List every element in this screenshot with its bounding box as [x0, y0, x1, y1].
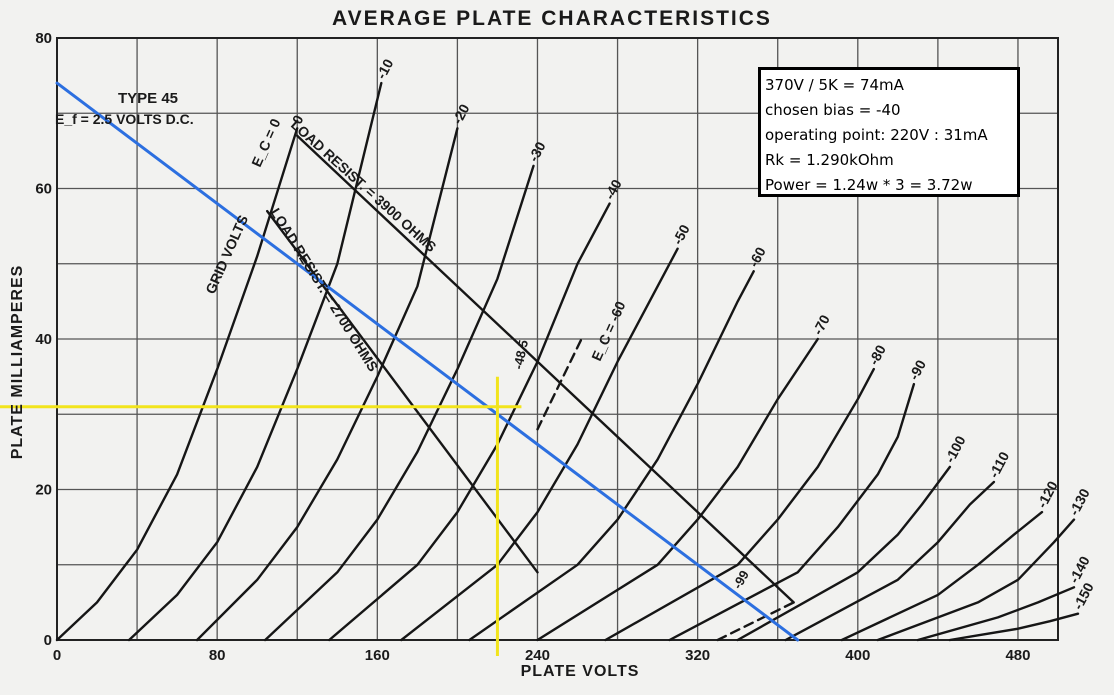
- tube-type-label: TYPE 45: [118, 90, 178, 107]
- x-tick-label: 480: [1005, 647, 1030, 664]
- series-line--30: [264, 164, 535, 642]
- plot-frame: [56, 37, 1059, 641]
- series-line--10: [127, 81, 383, 642]
- info-line: Power = 1.24w * 3 = 3.72w: [765, 176, 973, 194]
- y-tick-label: 20: [35, 482, 52, 499]
- series-line-0: [55, 127, 299, 642]
- series-line--99: [716, 601, 795, 642]
- series-line--90: [668, 382, 916, 642]
- series-line--100: [736, 465, 952, 642]
- y-tick-label: 60: [35, 181, 52, 198]
- series-line--150: [948, 612, 1080, 642]
- x-tick-label: 160: [365, 647, 390, 664]
- series-line-load-3900-ohms: [296, 134, 795, 604]
- series-line--110: [784, 480, 996, 642]
- x-tick-label: 80: [209, 647, 226, 664]
- series-line--120: [840, 510, 1044, 642]
- y-axis-label: PLATE MILLIAMPERES: [9, 265, 26, 460]
- series-line--60: [468, 270, 755, 642]
- series-line--70: [536, 337, 819, 642]
- series-line--48.5: [536, 337, 583, 431]
- info-line: operating point: 220V : 31mA: [765, 126, 988, 144]
- y-tick-label: 80: [35, 30, 52, 47]
- chart-title: AVERAGE PLATE CHARACTERISTICS: [332, 7, 772, 30]
- series-line-load-2700-ohms: [266, 209, 539, 574]
- x-tick-label: 0: [53, 647, 61, 664]
- x-tick-label: 400: [845, 647, 870, 664]
- series-line-load-line-5k: [55, 81, 800, 642]
- series-line--130: [876, 518, 1076, 642]
- minus-48-5-label: -48.5: [510, 339, 531, 371]
- info-line: chosen bias = -40: [765, 101, 901, 119]
- y-tick-label: 0: [44, 632, 52, 649]
- x-axis-label: PLATE VOLTS: [521, 663, 640, 680]
- filament-label: E_f = 2.5 VOLTS D.C.: [55, 111, 194, 127]
- analysis-info-box: 370V / 5K = 74mA chosen bias = -40 opera…: [758, 67, 1020, 197]
- info-line: Rk = 1.290kOhm: [765, 151, 894, 169]
- x-tick-label: 320: [685, 647, 710, 664]
- info-line: 370V / 5K = 74mA: [765, 76, 904, 94]
- x-tick-label: 240: [525, 647, 550, 664]
- series-line--140: [916, 586, 1076, 642]
- series-line--20: [195, 127, 459, 642]
- y-tick-label: 40: [35, 331, 52, 348]
